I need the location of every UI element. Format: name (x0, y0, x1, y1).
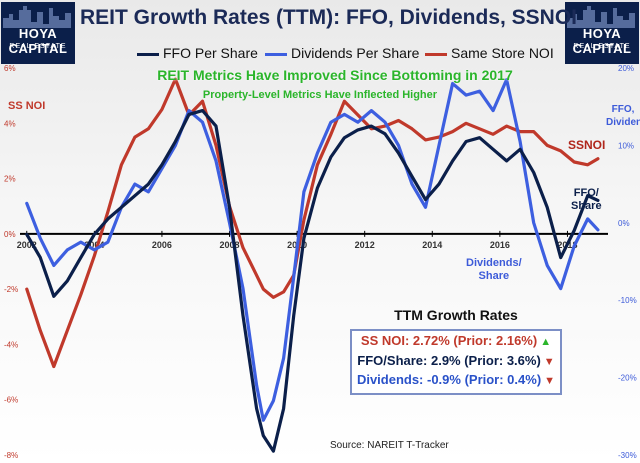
right-tick-label: 20% (618, 64, 634, 73)
skyline-icon (567, 6, 635, 28)
left-tick-label: 4% (4, 119, 16, 128)
left-tick-label: -6% (4, 396, 18, 405)
growth-rates-box: TTM Growth Rates SS NOI: 2.72% (Prior: 2… (350, 307, 562, 395)
x-tick-label: 2012 (355, 240, 375, 250)
x-tick-label: 2006 (152, 240, 172, 250)
legend-swatch-dividends (265, 52, 287, 56)
right-tick-label: -10% (618, 296, 637, 305)
box-body: SS NOI: 2.72% (Prior: 2.16%) ▲ FFO/Share:… (350, 329, 562, 395)
x-tick-label: 2014 (422, 240, 442, 250)
legend-swatch-ffo (137, 52, 159, 56)
headline-annotation: REIT Metrics Have Improved Since Bottomi… (157, 67, 513, 83)
series-line-ssnoi (25, 77, 600, 369)
left-tick-label: 0% (4, 230, 16, 239)
subheadline-annotation: Property-Level Metrics Have Inflected Hi… (202, 89, 438, 101)
x-tick-label: 2002 (17, 240, 37, 250)
up-arrow-icon: ▲ (540, 336, 552, 348)
x-tick-label: 2008 (220, 240, 240, 250)
left-tick-label: -2% (4, 285, 18, 294)
logo-left: HOYA CAPITAL REAL ESTATE (1, 2, 75, 64)
series-line-dividends (25, 77, 600, 422)
down-arrow-icon: ▼ (543, 356, 555, 368)
x-tick-label: 2016 (490, 240, 510, 250)
ffo-rate-row: FFO/Share: 2.9% (Prior: 3.6%) ▼ (357, 353, 555, 368)
legend-ffo: FFO Per Share (137, 45, 258, 61)
series-line-ffo (25, 108, 600, 453)
dividends-rate-row: Dividends: -0.9% (Prior: 0.4%) ▼ (356, 372, 556, 387)
legend-swatch-ssnoi (425, 52, 447, 56)
box-title: TTM Growth Rates (394, 307, 518, 323)
chart-axes: -8% -6% -4% -2% 0% 2% 4% 6% -30% -20% -10% 0% 10% 20%… (4, 64, 637, 460)
left-axis-label: SS NOI (8, 100, 46, 112)
left-tick-label: -8% (4, 451, 18, 460)
right-tick-label: -20% (618, 374, 637, 383)
legend-ssnoi: Same Store NOI (425, 45, 554, 61)
right-tick-label: 0% (618, 219, 630, 228)
dividends-series-label: Dividends/ Share (466, 257, 522, 282)
left-tick-label: 2% (4, 175, 16, 184)
right-tick-label: 10% (618, 141, 634, 150)
legend-dividends: Dividends Per Share (265, 45, 419, 61)
source-note: Source: NAREIT T-Tracker (330, 440, 449, 451)
left-tick-label: -4% (4, 340, 18, 349)
left-tick-label: 6% (4, 64, 16, 73)
ssnoi-series-label: SSNOI (568, 138, 606, 152)
ffo-series-label: FFO/ Share (571, 187, 602, 212)
right-axis-label: FFO, Dividends (606, 104, 640, 128)
logo-right: HOYA CAPITAL REAL ESTATE (565, 2, 639, 64)
chart-series (25, 77, 600, 453)
chart-title: REIT Growth Rates (TTM): FFO, Dividends,… (80, 6, 578, 29)
right-tick-label: -30% (618, 451, 637, 460)
skyline-icon (3, 6, 71, 28)
ssnoi-rate-row: SS NOI: 2.72% (Prior: 2.16%) ▲ (360, 333, 552, 348)
down-arrow-icon: ▼ (544, 375, 556, 387)
x-tick-label: 2004 (84, 240, 104, 250)
